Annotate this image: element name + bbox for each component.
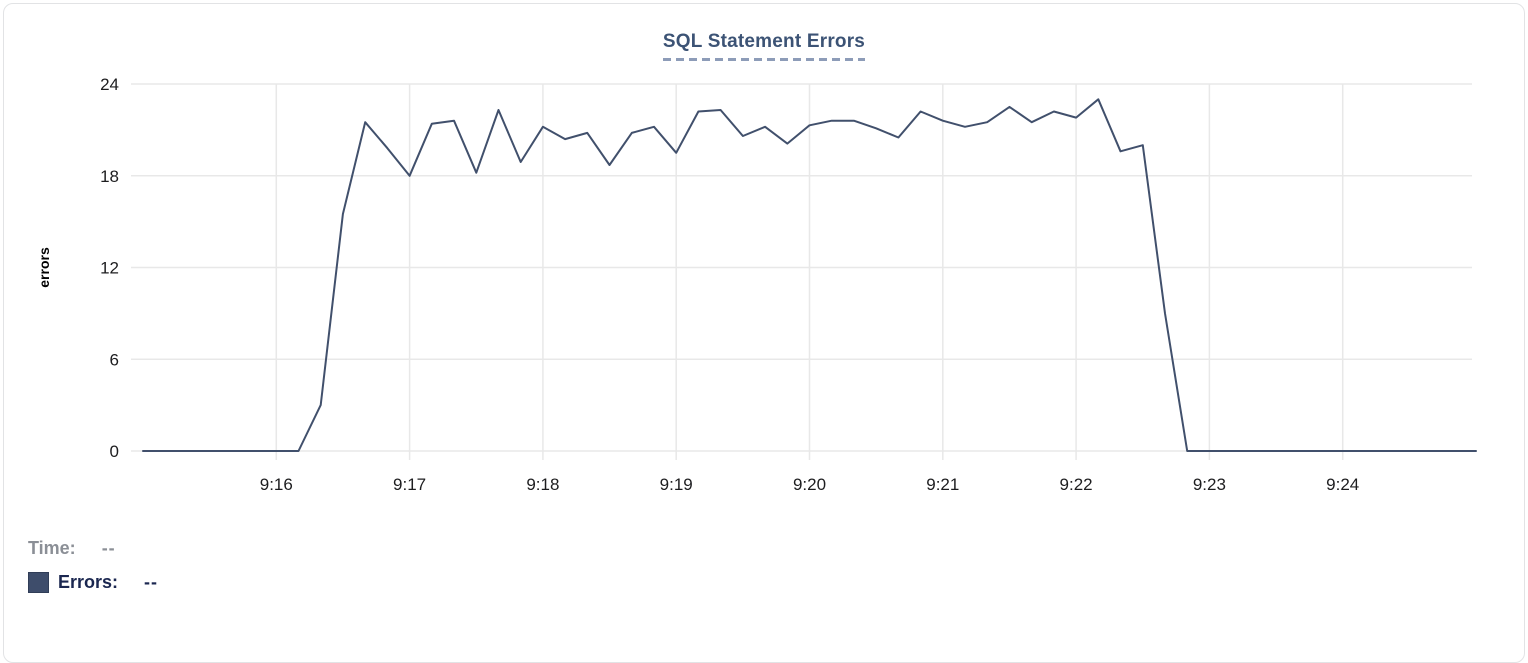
y-tick-label: 0 — [110, 442, 119, 461]
y-tick-label: 18 — [100, 167, 119, 186]
legend-errors-value: -- — [144, 572, 159, 592]
x-tick-label: 9:24 — [1326, 475, 1359, 494]
x-tick-label: 9:19 — [660, 475, 693, 494]
x-tick-label: 9:16 — [260, 475, 293, 494]
x-tick-label: 9:23 — [1193, 475, 1226, 494]
x-tick-label: 9:22 — [1060, 475, 1093, 494]
chart-title[interactable]: SQL Statement Errors — [662, 31, 866, 52]
chart-legend: Time: -- Errors: -- — [28, 538, 158, 593]
chart-card: SQL Statement Errors 0 6 12 18 24 9:16 9:17 9:1… — [3, 3, 1525, 663]
errors-series-line[interactable] — [142, 98, 1477, 452]
legend-time-value: -- — [101, 538, 116, 558]
y-axis-title: errors — [36, 247, 52, 288]
x-tick-label: 9:21 — [926, 475, 959, 494]
legend-errors-row: Errors: -- — [28, 572, 158, 593]
x-tick-label: 9:18 — [526, 475, 559, 494]
y-tick-label: 6 — [110, 350, 119, 369]
legend-time-row: Time: -- — [28, 538, 158, 559]
errors-line-chart[interactable]: 0 6 12 18 24 9:16 9:17 9:18 9:19 9:20 9:21 9:22 9:23… — [4, 4, 1526, 516]
chart-header: SQL Statement Errors — [4, 31, 1524, 61]
errors-series-swatch — [28, 572, 49, 593]
x-tick-label: 9:20 — [793, 475, 826, 494]
legend-errors-label: Errors: — [58, 572, 119, 592]
legend-time-label: Time: — [28, 538, 76, 558]
x-tick-label: 9:17 — [393, 475, 426, 494]
title-dashed-underline — [662, 58, 866, 61]
y-tick-label: 12 — [100, 259, 119, 278]
y-tick-label: 24 — [100, 75, 119, 94]
